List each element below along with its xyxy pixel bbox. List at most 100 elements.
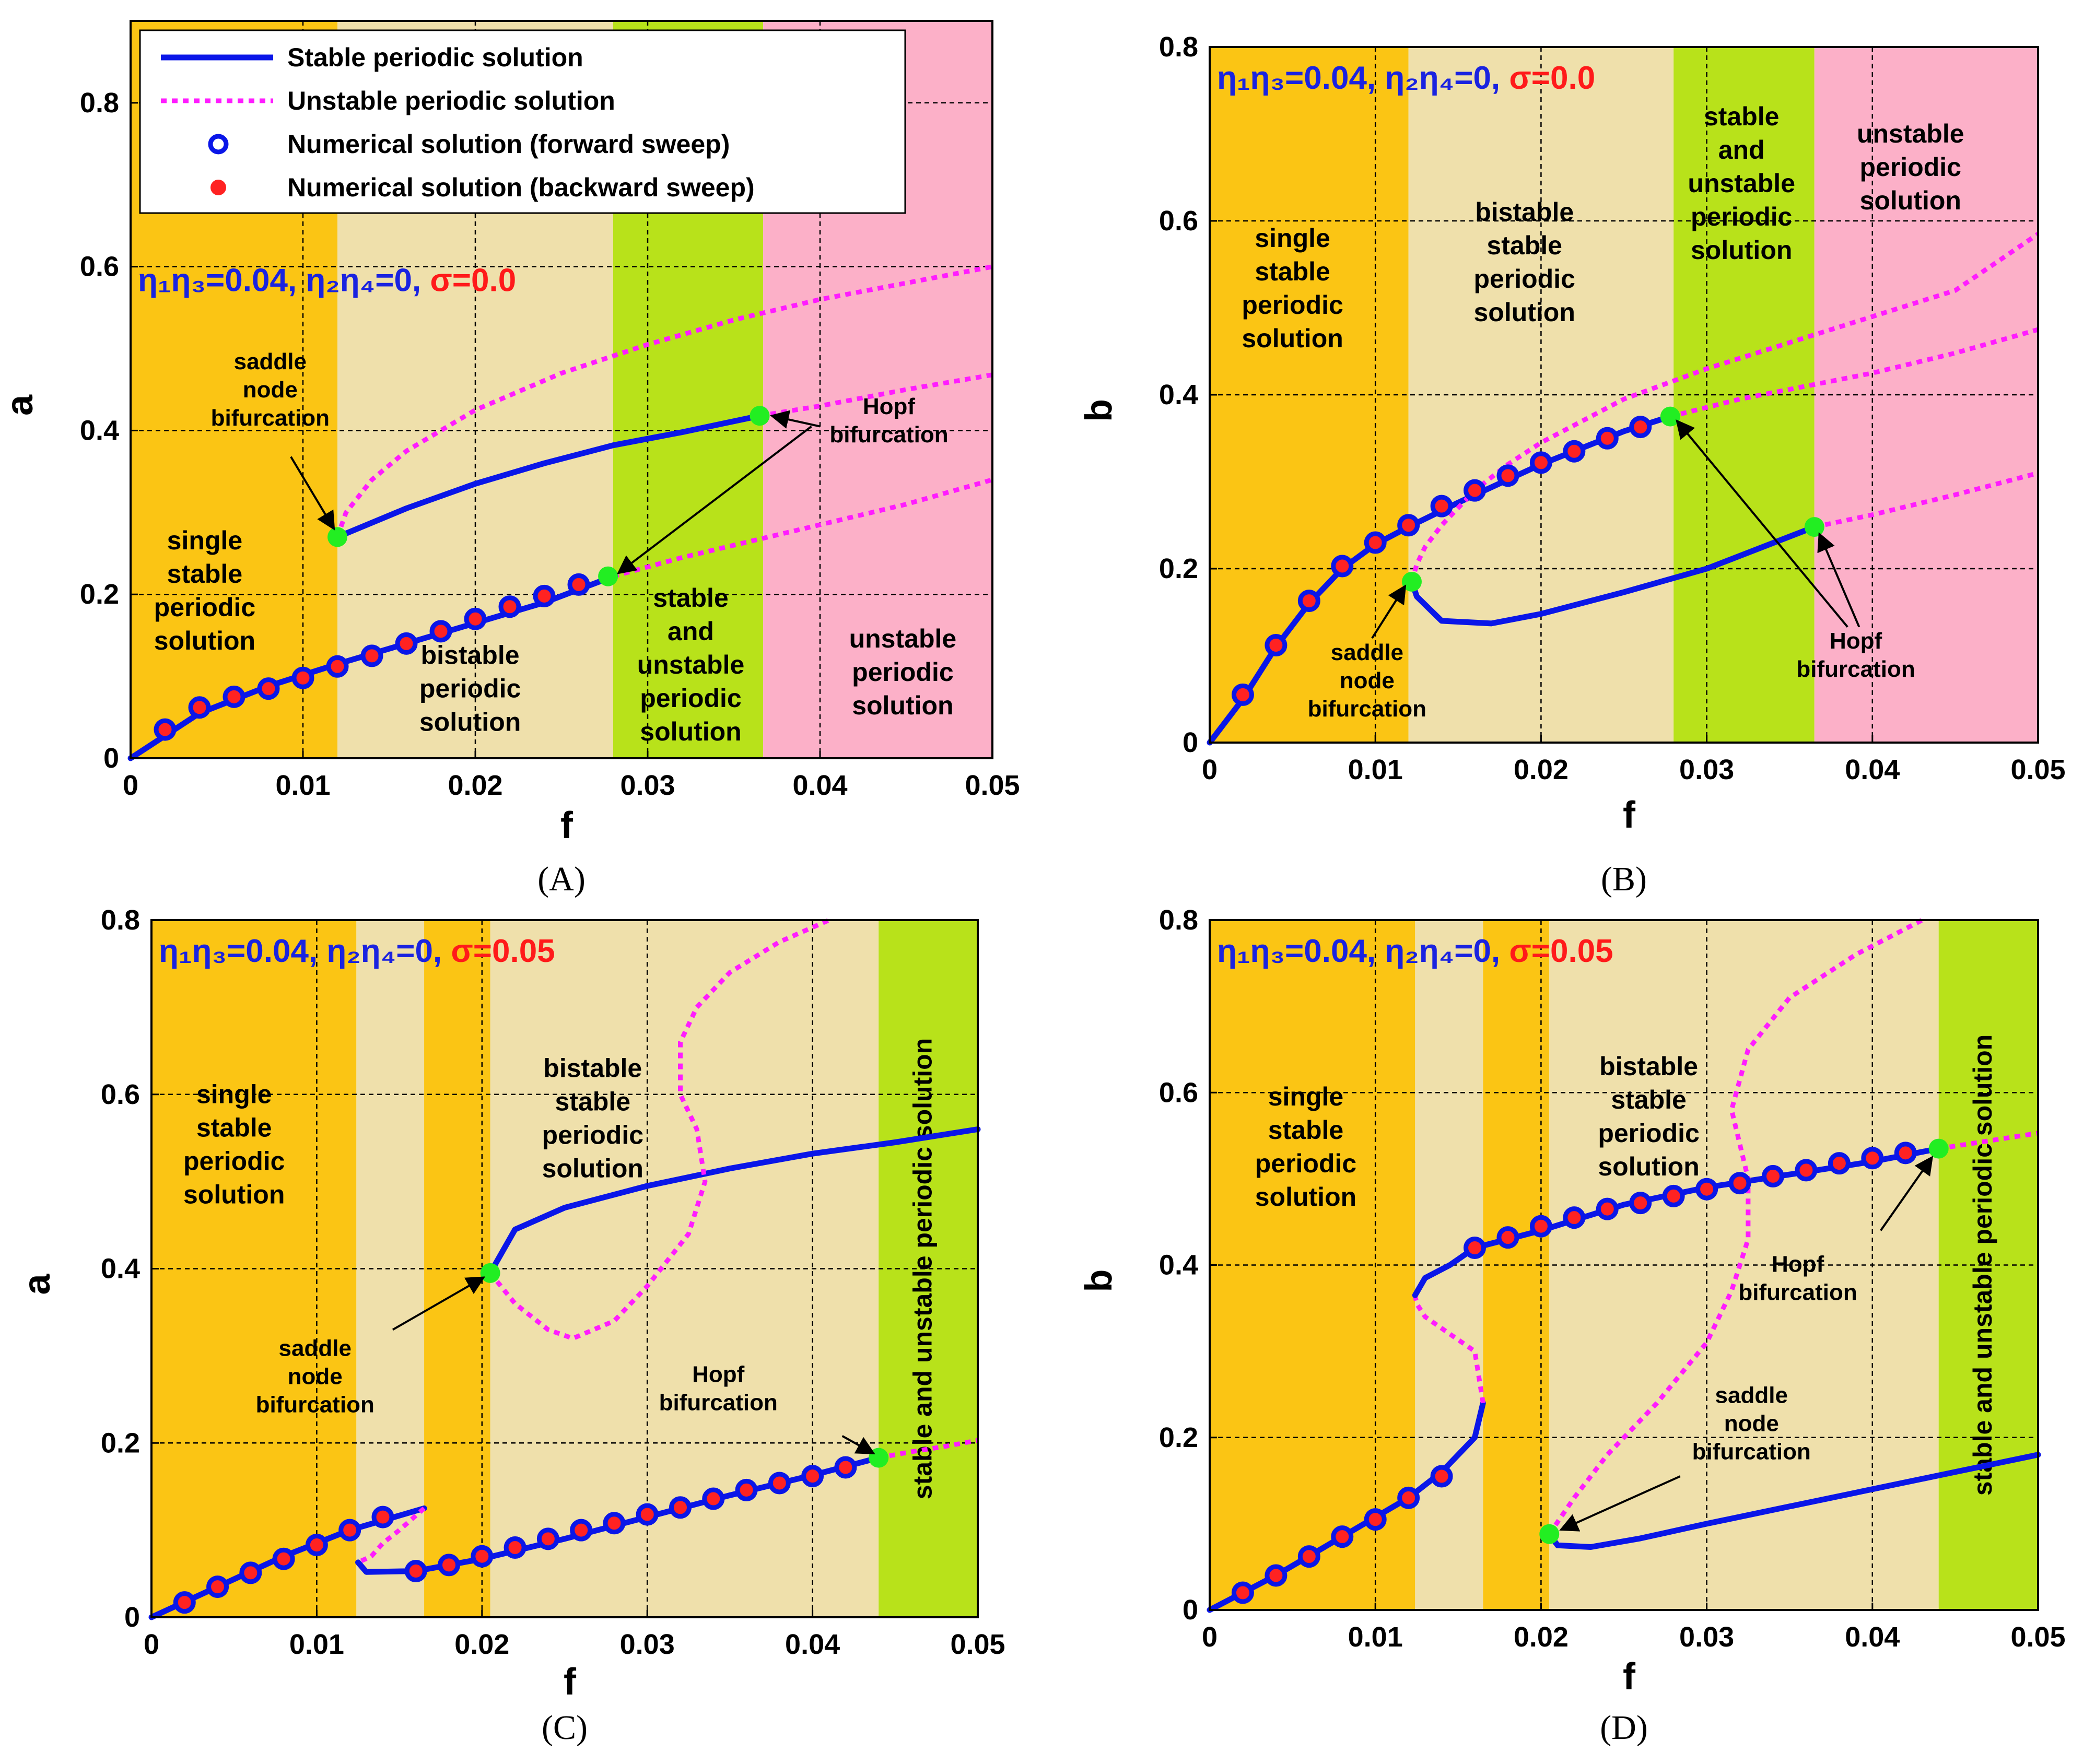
annotation-line: Hopf [1772, 1252, 1824, 1277]
region-band [1814, 47, 2038, 743]
numerical-marker [570, 1519, 593, 1542]
numerical-marker [498, 595, 521, 618]
region-label-line: unstable [637, 650, 745, 679]
y-tick-label: 0.2 [1159, 1422, 1198, 1453]
y-tick-label: 0.6 [1159, 1077, 1198, 1108]
annotation-label: saddle node bifurcation [1308, 640, 1426, 722]
numerical-marker [1464, 1236, 1487, 1259]
annotation-label: saddle node bifurcation [256, 1335, 374, 1417]
x-tick-label: 0.04 [1845, 1621, 1900, 1653]
y-tick-label: 0.4 [1159, 379, 1198, 410]
numerical-marker [1331, 1525, 1354, 1548]
y-axis-label: b [1078, 1269, 1120, 1292]
region-label-line: unstable [1688, 169, 1795, 198]
unstable-curve [612, 477, 993, 579]
numerical-marker [1629, 416, 1652, 439]
param-eta24: η₂η₄=0, [1385, 933, 1509, 969]
x-tick-label: 0.03 [1679, 1621, 1734, 1653]
annotation-line: bifurcation [1738, 1280, 1857, 1306]
x-axis-label: f [564, 1661, 577, 1703]
numerical-marker [1795, 1159, 1818, 1182]
numerical-marker [1397, 514, 1420, 537]
annotation-line: bifurcation [256, 1392, 374, 1417]
x-tick-label: 0.04 [785, 1629, 840, 1660]
region-label-line: stable [1255, 257, 1330, 286]
numerical-marker [305, 1533, 328, 1556]
x-tick-label: 0.02 [1514, 1621, 1569, 1653]
param-sigma: σ=0.0 [430, 263, 516, 299]
x-tick-label: 0 [1202, 754, 1218, 785]
region-label-line: periodic [183, 1146, 285, 1175]
y-tick-label: 0 [1183, 727, 1198, 758]
region-label-line: periodic [852, 657, 953, 687]
region-label-line: and [1718, 135, 1765, 164]
bifurcation-point [598, 566, 618, 586]
numerical-marker [1464, 479, 1487, 502]
region-label-line: solution [1691, 236, 1792, 265]
region-label-line: periodic [1255, 1149, 1356, 1178]
numerical-marker [464, 607, 487, 630]
region-label: single stable periodic solution [183, 1079, 285, 1209]
numerical-marker [1231, 683, 1254, 706]
numerical-marker [1297, 590, 1320, 613]
region-label-line: solution [183, 1180, 285, 1209]
numerical-marker [702, 1487, 725, 1510]
region-label-line: single [196, 1079, 272, 1109]
numerical-marker [533, 584, 556, 607]
numerical-marker [360, 644, 383, 667]
unstable-curve [1409, 232, 2040, 583]
y-tick-label: 0.8 [1159, 904, 1198, 936]
annotation-line: node [288, 1363, 343, 1389]
annotation-line: node [243, 377, 298, 403]
bifurcation-point [1804, 517, 1824, 537]
unstable-curve [1669, 327, 2039, 419]
x-axis-label: f [1623, 1656, 1636, 1698]
numerical-marker [1297, 1545, 1320, 1568]
numerical-marker [1496, 464, 1519, 487]
region-label-line: single [167, 526, 242, 555]
panel-caption: (B) [1601, 860, 1647, 898]
numerical-marker [1265, 1564, 1288, 1587]
region-label-line: single [1255, 224, 1330, 253]
region-label-line: solution [1473, 298, 1575, 327]
numerical-marker [1596, 427, 1619, 450]
region-label-line: periodic [419, 674, 521, 703]
numerical-marker [1563, 440, 1586, 463]
legend: Stable periodic solution Unstable periodi… [139, 29, 906, 214]
x-tick-label: 0.02 [448, 770, 502, 801]
param-sigma: σ=0.0 [1509, 60, 1595, 96]
region-label-line: bistable [421, 641, 520, 670]
x-tick-label: 0 [144, 1629, 159, 1660]
legend-ring-marker [208, 134, 229, 155]
annotation-line: Hopf [1830, 628, 1882, 654]
region-label: bistable stable periodic solution [1598, 1052, 1699, 1181]
numerical-marker [371, 1506, 394, 1528]
panel-caption: (A) [537, 860, 586, 898]
y-tick-label: 0.6 [80, 251, 119, 283]
region-label-line: solution [419, 708, 521, 737]
numerical-marker [1496, 1226, 1519, 1249]
region-label-line: stable [555, 1087, 631, 1116]
legend-label: Stable periodic solution [287, 43, 583, 72]
y-tick-label: 0.8 [1159, 31, 1198, 63]
region-label-line: and [668, 617, 714, 646]
region-label-line: single [1268, 1082, 1343, 1111]
numerical-marker [188, 696, 211, 719]
region-label: single stable periodic solution [1242, 224, 1343, 353]
y-tick-label: 0.6 [1159, 205, 1198, 237]
region-label: bistable stable periodic solution [1473, 197, 1575, 327]
annotation-arrow [1371, 584, 1407, 639]
region-label-line: bistable [1599, 1052, 1698, 1081]
param-eta24: η₂η₄=0, [306, 263, 430, 299]
stable-curve [1546, 1452, 2041, 1550]
annotation-arrow [1880, 1156, 1934, 1231]
numerical-marker [1430, 495, 1453, 518]
panel-caption: (C) [542, 1709, 588, 1747]
region-label-line: periodic [1473, 264, 1575, 293]
numerical-marker [471, 1545, 494, 1568]
unstable-curve [1813, 471, 2039, 530]
y-axis-label: a [0, 394, 41, 416]
bifurcation-point [1928, 1138, 1949, 1159]
annotation-line: saddle [279, 1335, 352, 1361]
numerical-marker [1761, 1165, 1784, 1187]
